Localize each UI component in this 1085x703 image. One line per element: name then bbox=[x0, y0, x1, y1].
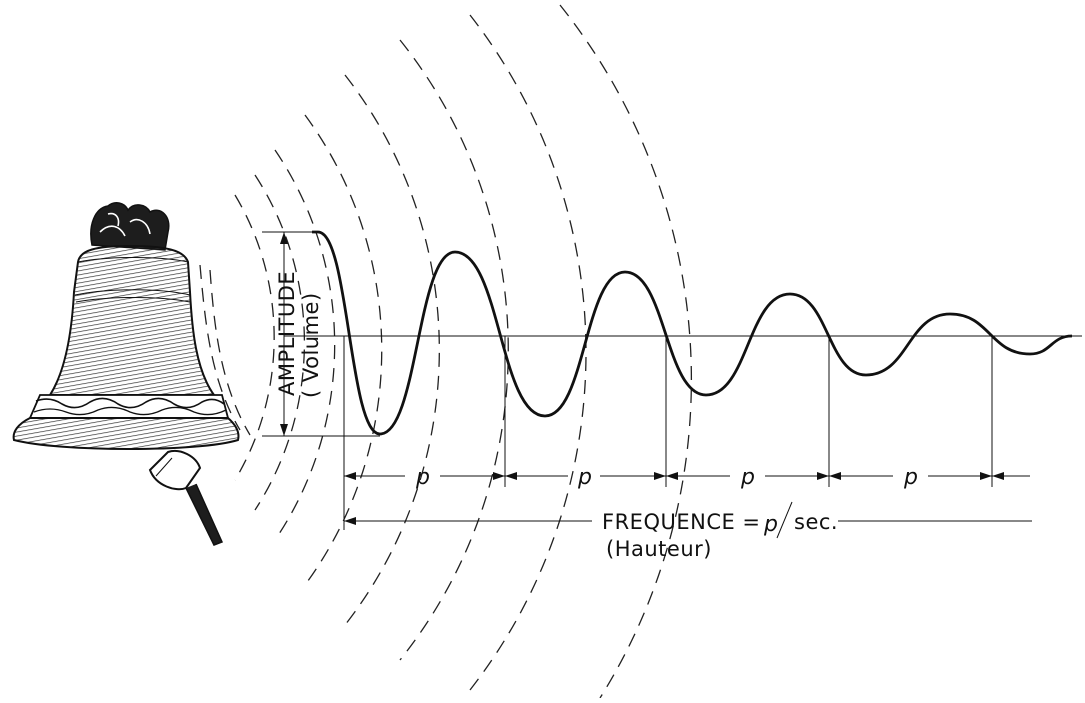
frequency-slash bbox=[776, 501, 793, 539]
wavefront-arc bbox=[234, 194, 275, 481]
amplitude-label: AMPLITUDE bbox=[275, 271, 299, 396]
sound-wavefronts bbox=[234, 4, 693, 699]
period-label-1: p bbox=[415, 465, 430, 490]
amplitude-sub-label: ( Volume) bbox=[299, 292, 323, 398]
period-label-2: p bbox=[577, 465, 592, 490]
period-label-4: p bbox=[903, 465, 918, 490]
wavefront-arc bbox=[304, 114, 383, 586]
wavefront-arc bbox=[559, 4, 693, 699]
frequency-dimension bbox=[344, 517, 1032, 525]
wavefront-arc bbox=[254, 174, 305, 511]
period-markers bbox=[343, 336, 993, 530]
frequency-sub-label: (Hauteur) bbox=[606, 537, 712, 561]
period-dimension bbox=[344, 472, 1030, 480]
damped-waveform bbox=[311, 230, 1073, 436]
amplitude-dimension bbox=[262, 231, 380, 437]
frequency-label: FREQUENCE = bbox=[602, 510, 761, 534]
bell-icon bbox=[12, 202, 251, 450]
frequency-symbol: p bbox=[763, 512, 778, 537]
frequency-unit: sec. bbox=[794, 510, 838, 534]
wavefront-arc bbox=[274, 149, 336, 541]
period-label-3: p bbox=[740, 465, 755, 490]
wavefront-arc bbox=[469, 14, 587, 691]
wavefront-arc bbox=[344, 74, 440, 626]
clapper-icon bbox=[148, 450, 224, 546]
wavefront-arc bbox=[399, 39, 509, 661]
